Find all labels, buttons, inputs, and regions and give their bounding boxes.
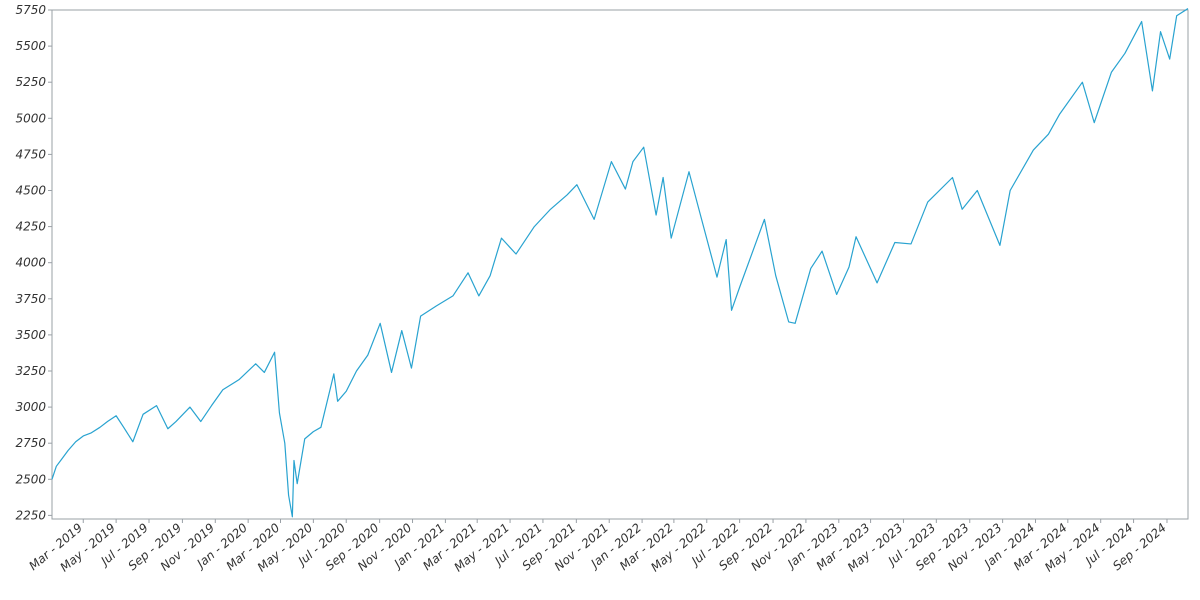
plot-area: [51, 9, 1189, 520]
y-tick-label: 4750: [15, 147, 46, 161]
series-layer: [51, 8, 1189, 518]
y-tick-label: 3000: [15, 400, 46, 414]
y-axis: 2250 2500 2750 3000 3250 3500 3750 4000 4250 4500…: [15, 3, 52, 522]
y-tick-label: 2750: [15, 436, 46, 450]
y-tick-label: 3500: [15, 328, 46, 342]
y-tick-label: 4500: [15, 183, 46, 197]
y-tick-label: 5000: [15, 111, 46, 125]
y-tick-label: 4250: [15, 220, 46, 234]
y-tick-label: 3250: [15, 364, 46, 378]
y-tick-label: 2500: [15, 472, 46, 486]
y-tick-label: 5750: [15, 3, 46, 17]
y-tick-label: 5250: [15, 75, 46, 89]
y-tick-label: 3750: [15, 292, 46, 306]
series-line: [51, 8, 1189, 518]
y-tick-label: 4000: [15, 256, 46, 270]
y-tick-label: 5500: [15, 39, 46, 53]
y-tick-label: 2250: [15, 508, 46, 522]
